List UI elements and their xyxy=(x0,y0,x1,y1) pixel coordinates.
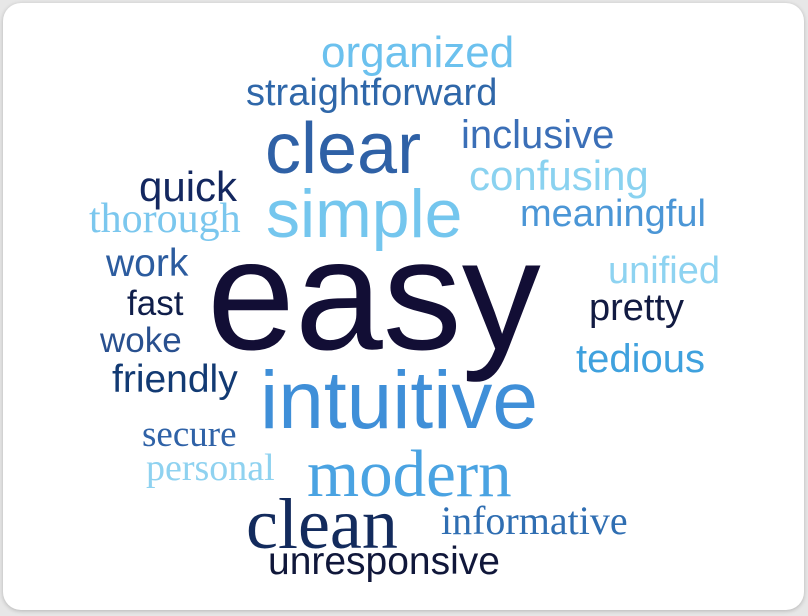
word-unresponsive: unresponsive xyxy=(268,540,500,583)
word-easy: easy xyxy=(207,207,541,383)
word-quick: quick xyxy=(139,163,238,210)
word-confusing: confusing xyxy=(469,152,649,199)
word-meaningful: meaningful xyxy=(520,193,706,235)
word-work: work xyxy=(106,242,189,285)
word-simple: simple xyxy=(266,176,463,252)
word-tedious: tedious xyxy=(576,337,705,381)
word-cloud: organized straightforward clear inclusiv… xyxy=(3,3,804,610)
word-cloud-card: organized straightforward clear inclusiv… xyxy=(3,3,804,610)
word-thorough: thorough xyxy=(89,196,241,242)
word-straightforward: straightforward xyxy=(246,72,498,114)
word-modern: modern xyxy=(307,437,512,511)
word-inclusive: inclusive xyxy=(461,113,615,157)
word-friendly: friendly xyxy=(112,358,238,401)
word-clean: clean xyxy=(246,484,398,564)
word-secure: secure xyxy=(142,414,237,455)
word-fast: fast xyxy=(127,284,184,323)
word-clear: clear xyxy=(265,109,422,189)
word-personal: personal xyxy=(146,447,275,489)
word-pretty: pretty xyxy=(589,287,685,329)
word-unified: unified xyxy=(608,250,720,292)
word-intuitive: intuitive xyxy=(260,355,539,446)
word-informative: informative xyxy=(441,498,628,543)
word-woke: woke xyxy=(100,321,182,360)
word-organized: organized xyxy=(321,28,515,77)
